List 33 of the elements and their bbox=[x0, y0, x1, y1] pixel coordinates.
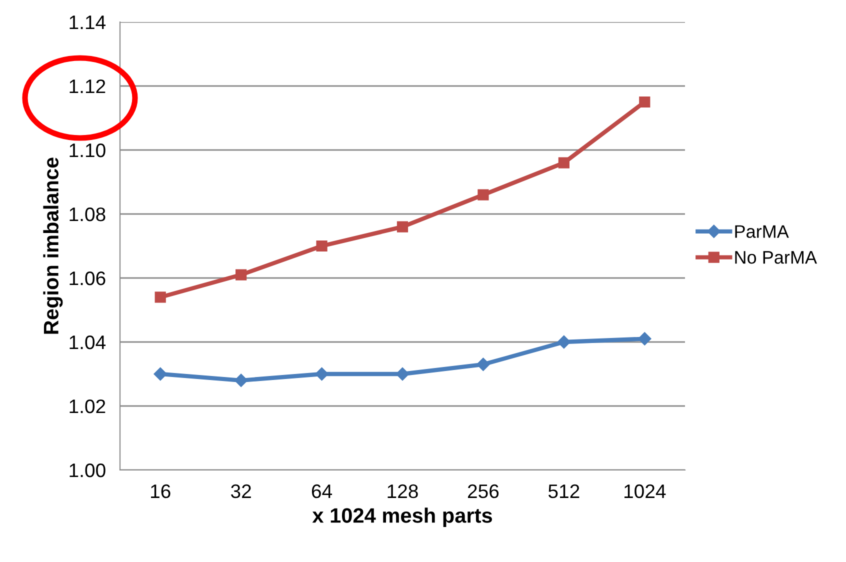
point bbox=[558, 157, 570, 168]
y-tick-label: 1.12 bbox=[70, 79, 106, 94]
y-tick-label: 1.04 bbox=[70, 335, 106, 350]
point bbox=[316, 240, 328, 252]
legend-label: No ParMA bbox=[735, 251, 817, 264]
point bbox=[476, 358, 490, 371]
point bbox=[638, 332, 652, 346]
y-tick-label: 1.10 bbox=[70, 143, 106, 158]
y-tick-label: 1.14 bbox=[70, 16, 106, 30]
point bbox=[236, 269, 247, 280]
point bbox=[557, 335, 571, 349]
y-tick-label: 1.08 bbox=[70, 207, 106, 222]
y-axis-title: Region imbalance bbox=[43, 158, 63, 334]
x-tick-label: 32 bbox=[231, 484, 251, 498]
point bbox=[639, 96, 650, 108]
x-tick-label: 128 bbox=[388, 484, 418, 498]
legend-label: ParMA bbox=[735, 225, 789, 238]
point bbox=[396, 221, 408, 232]
x-axis-title: x 1024 mesh parts bbox=[312, 508, 492, 527]
x-tick-label: 256 bbox=[468, 484, 499, 498]
x-tick-label: 1024 bbox=[624, 484, 666, 498]
point bbox=[315, 367, 328, 381]
point bbox=[478, 189, 489, 200]
point bbox=[154, 292, 166, 303]
y-tick-label: 1.02 bbox=[70, 399, 106, 414]
x-tick-label: 16 bbox=[151, 484, 170, 498]
point bbox=[234, 374, 248, 387]
point bbox=[154, 367, 167, 381]
y-tick-label: 1.00 bbox=[70, 463, 106, 478]
point bbox=[396, 367, 410, 381]
x-tick-label: 512 bbox=[548, 484, 580, 498]
x-tick-label: 64 bbox=[312, 484, 332, 498]
y-tick-label: 1.06 bbox=[70, 271, 106, 286]
